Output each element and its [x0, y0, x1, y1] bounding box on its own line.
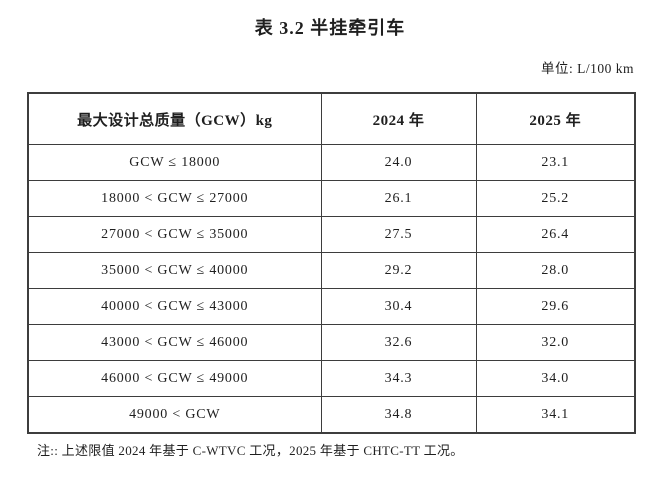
- table-row: 35000 < GCW ≤ 40000 29.2 28.0: [27, 252, 636, 289]
- cell-limit-2024: 27.5: [320, 216, 477, 253]
- cell-limit-2024: 26.1: [320, 180, 477, 217]
- cell-gcw-range: GCW ≤ 18000: [27, 144, 322, 181]
- header-gcw: 最大设计总质量（GCW）kg: [27, 92, 322, 145]
- cell-limit-2025: 29.6: [475, 288, 636, 325]
- table-row: GCW ≤ 18000 24.0 23.1: [27, 144, 636, 181]
- cell-limit-2025: 32.0: [475, 324, 636, 361]
- cell-limit-2025: 34.1: [475, 396, 636, 434]
- cell-limit-2024: 34.8: [320, 396, 477, 434]
- table-row: 18000 < GCW ≤ 27000 26.1 25.2: [27, 180, 636, 217]
- limits-table: 最大设计总质量（GCW）kg 2024 年 2025 年 GCW ≤ 18000…: [27, 92, 636, 434]
- table-title: 表 3.2 半挂牵引车: [254, 18, 406, 38]
- cell-gcw-range: 40000 < GCW ≤ 43000: [27, 288, 322, 325]
- cell-gcw-range: 35000 < GCW ≤ 40000: [27, 252, 322, 289]
- table-header-row: 最大设计总质量（GCW）kg 2024 年 2025 年: [27, 92, 636, 145]
- unit-label: 单位: L/100 km: [541, 61, 634, 76]
- header-2025: 2025 年: [475, 92, 636, 145]
- cell-limit-2024: 34.3: [320, 360, 477, 397]
- cell-limit-2025: 26.4: [475, 216, 636, 253]
- cell-limit-2025: 28.0: [475, 252, 636, 289]
- footnote: 注:: 上述限值 2024 年基于 C-WTVC 工况，2025 年基于 CHT…: [37, 443, 464, 458]
- cell-limit-2024: 24.0: [320, 144, 477, 181]
- table-row: 40000 < GCW ≤ 43000 30.4 29.6: [27, 288, 636, 325]
- header-2024: 2024 年: [320, 92, 477, 145]
- cell-limit-2025: 34.0: [475, 360, 636, 397]
- cell-limit-2025: 23.1: [475, 144, 636, 181]
- table-body: GCW ≤ 18000 24.0 23.1 18000 < GCW ≤ 2700…: [27, 144, 636, 434]
- cell-limit-2024: 29.2: [320, 252, 477, 289]
- table-row: 27000 < GCW ≤ 35000 27.5 26.4: [27, 216, 636, 253]
- cell-gcw-range: 43000 < GCW ≤ 46000: [27, 324, 322, 361]
- table-row: 46000 < GCW ≤ 49000 34.3 34.0: [27, 360, 636, 397]
- cell-limit-2024: 32.6: [320, 324, 477, 361]
- cell-gcw-range: 27000 < GCW ≤ 35000: [27, 216, 322, 253]
- cell-limit-2024: 30.4: [320, 288, 477, 325]
- table-row: 49000 < GCW 34.8 34.1: [27, 396, 636, 434]
- table-row: 43000 < GCW ≤ 46000 32.6 32.0: [27, 324, 636, 361]
- cell-gcw-range: 18000 < GCW ≤ 27000: [27, 180, 322, 217]
- cell-limit-2025: 25.2: [475, 180, 636, 217]
- table-block: 单位: L/100 km 最大设计总质量（GCW）kg 2024 年 2025 …: [27, 61, 636, 459]
- cell-gcw-range: 49000 < GCW: [27, 396, 322, 434]
- cell-gcw-range: 46000 < GCW ≤ 49000: [27, 360, 322, 397]
